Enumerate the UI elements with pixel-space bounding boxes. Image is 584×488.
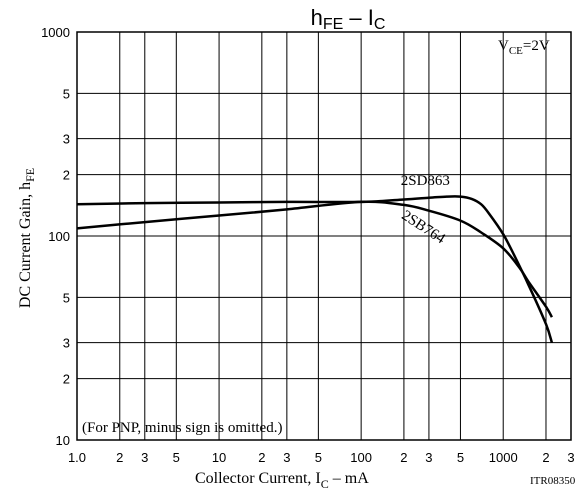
pnp-note: (For PNP, minus sign is omitted.) (82, 420, 282, 436)
x-tick-label: 3 (141, 450, 148, 465)
x-tick-label: 3 (567, 450, 574, 465)
y-tick-label: 3 (63, 336, 70, 351)
figure-code: ITR08350 (530, 475, 576, 487)
grid-lines (77, 32, 571, 440)
x-tick-label: 10 (212, 450, 226, 465)
condition-label: VCE=2V (498, 38, 550, 57)
x-tick-label: 2 (116, 450, 123, 465)
x-tick-labels: 1.0 2 3 5 10 2 3 5 100 2 3 5 1000 2 3 (68, 450, 575, 465)
x-tick-label: 5 (457, 450, 464, 465)
y-tick-label: 5 (63, 290, 70, 305)
y-tick-label: 2 (63, 168, 70, 183)
series-label-2sd863: 2SD863 (401, 173, 450, 189)
y-axis-label: DC Current Gain, hFE (17, 168, 37, 308)
x-tick-label: 1.0 (68, 450, 86, 465)
x-tick-label: 2 (258, 450, 265, 465)
y-tick-label: 1000 (41, 25, 70, 40)
y-tick-label: 10 (56, 433, 70, 448)
chart-title: hFE – IC (311, 5, 386, 33)
x-tick-label: 5 (173, 450, 180, 465)
x-tick-label: 5 (315, 450, 322, 465)
y-tick-label: 3 (63, 132, 70, 147)
x-axis-label: Collector Current, IC – mA (195, 470, 369, 488)
series-line-2sd863 (76, 195, 554, 344)
plot-frame (76, 31, 572, 441)
series-line-2sb764 (76, 200, 554, 318)
y-tick-labels: 10 2 3 5 100 2 3 5 1000 (41, 25, 70, 448)
x-tick-label: 3 (425, 450, 432, 465)
x-tick-label: 100 (350, 450, 372, 465)
x-tick-label: 2 (542, 450, 549, 465)
x-tick-label: 1000 (489, 450, 518, 465)
x-tick-label: 2 (400, 450, 407, 465)
y-tick-label: 100 (48, 229, 70, 244)
y-tick-label: 2 (63, 372, 70, 387)
y-tick-label: 5 (63, 86, 70, 101)
x-tick-label: 3 (283, 450, 290, 465)
